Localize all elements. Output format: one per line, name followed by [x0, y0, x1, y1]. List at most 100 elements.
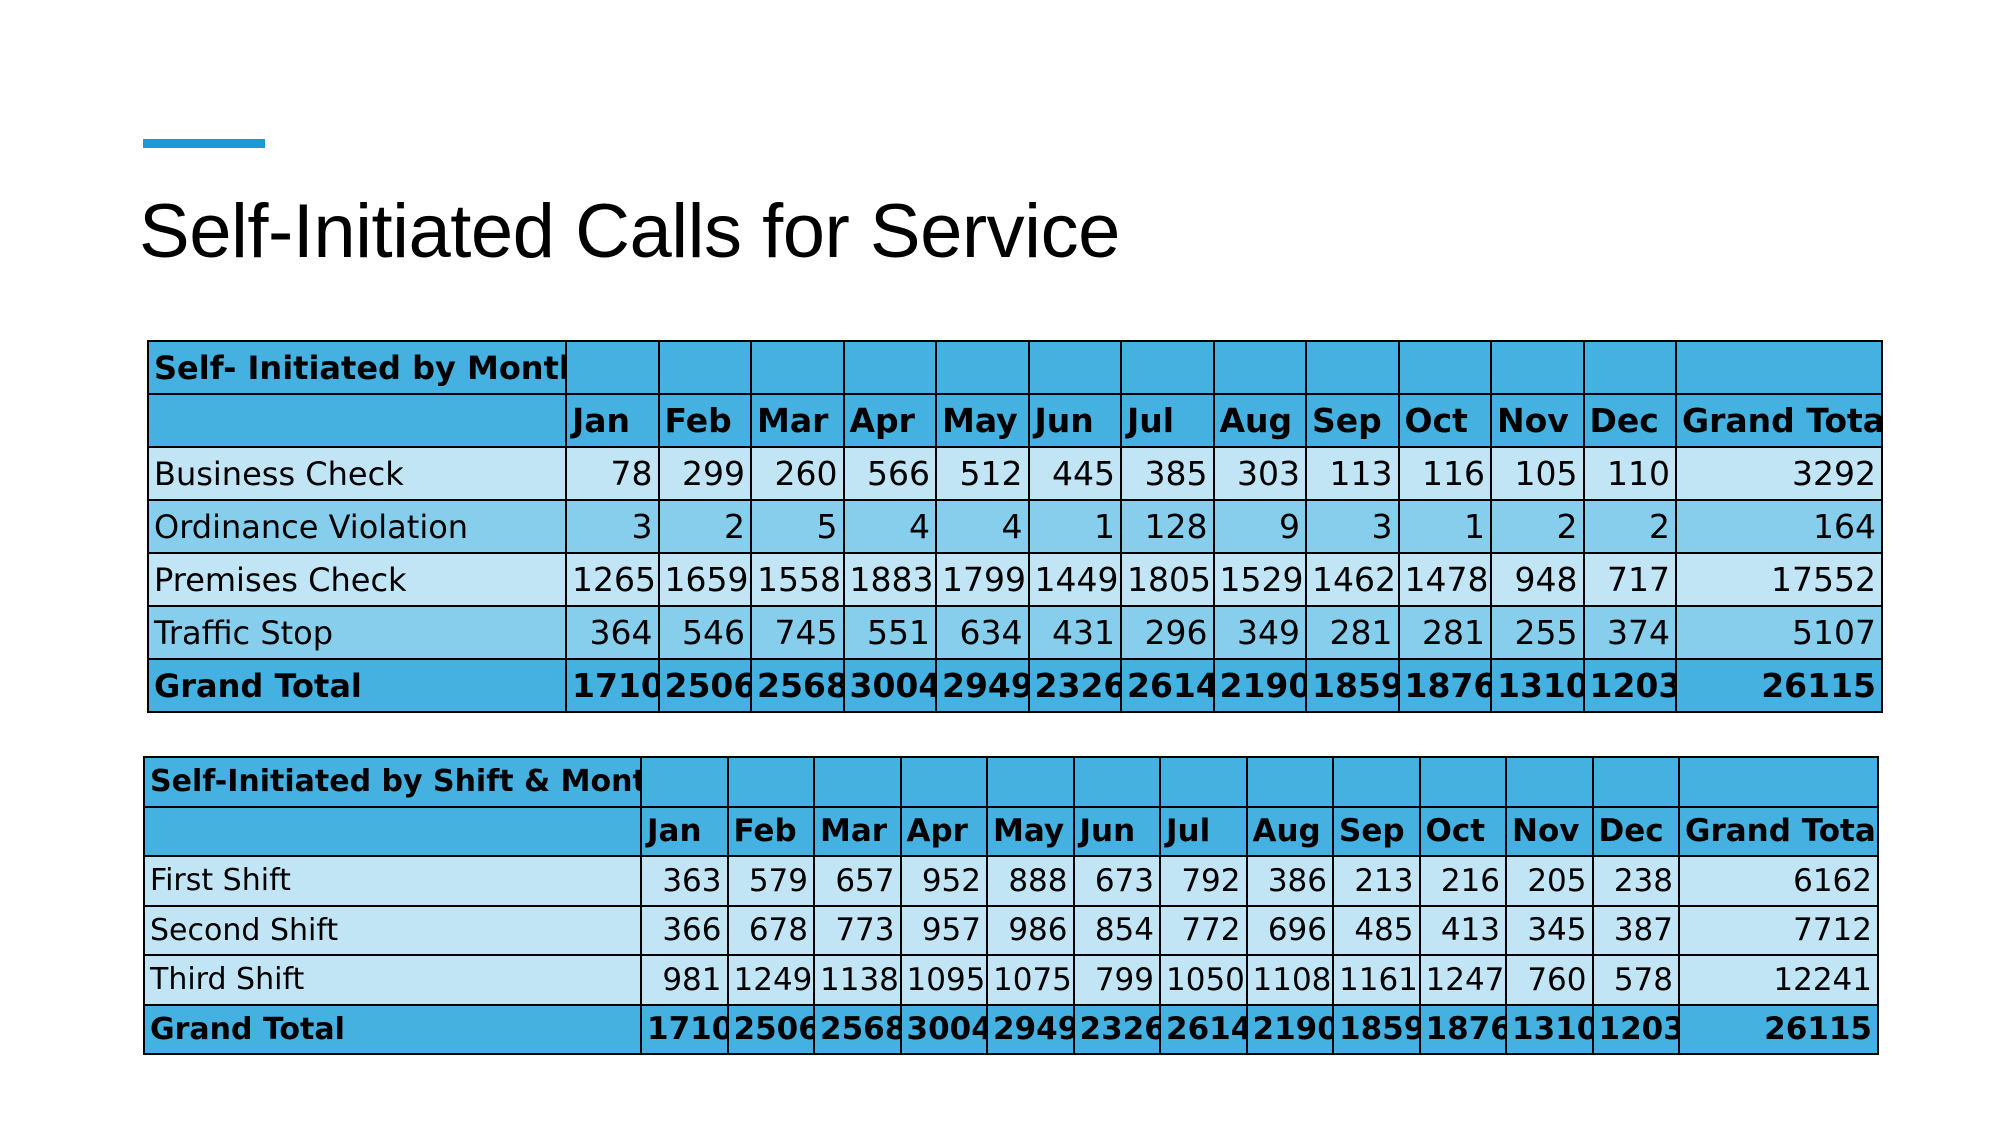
table-cell: 6162 [1678, 855, 1879, 907]
table-cell: 345 [1505, 904, 1594, 956]
table-cell: 1558 [750, 552, 845, 607]
table-cell: 296 [1120, 605, 1215, 660]
table-cell: 386 [1245, 855, 1334, 907]
total-cell: 2506 [657, 658, 752, 713]
total-cell: 2326 [1072, 1003, 1161, 1055]
table-cell: 792 [1159, 855, 1248, 907]
table-cell: 4 [842, 499, 937, 554]
table-cell: 105 [1490, 446, 1585, 501]
table-row: Premises Check 1265 1659 1558 1883 1799 … [147, 552, 1883, 607]
column-header: Grand Total [1675, 393, 1883, 448]
total-cell: 3004 [842, 658, 937, 713]
table-cell: 678 [726, 904, 815, 956]
table-cell: 349 [1212, 605, 1307, 660]
table-caption-row: Self- Initiated by Month [147, 340, 1883, 395]
table-cell: 1138 [813, 954, 902, 1006]
table-cell: 673 [1072, 855, 1161, 907]
row-label: Grand Total [147, 658, 567, 713]
total-cell: 26115 [1678, 1003, 1879, 1055]
total-cell: 1310 [1505, 1003, 1594, 1055]
column-header: May [986, 805, 1075, 857]
row-label: Third Shift [143, 954, 642, 1006]
table-cell: 854 [1072, 904, 1161, 956]
total-cell: 1859 [1332, 1003, 1421, 1055]
column-header: Grand Total [1678, 805, 1879, 857]
column-header: Jan [565, 393, 660, 448]
table-cell: 1095 [899, 954, 988, 1006]
table-row: Traffic Stop 364 546 745 551 634 431 296… [147, 605, 1883, 660]
table-cell: 579 [726, 855, 815, 907]
table-cell: 1805 [1120, 552, 1215, 607]
total-cell: 2190 [1212, 658, 1307, 713]
total-cell: 1310 [1490, 658, 1585, 713]
row-label: Second Shift [143, 904, 642, 956]
total-cell: 2614 [1120, 658, 1215, 713]
table-cell: 164 [1675, 499, 1883, 554]
table-row: Second Shift 366 678 773 957 986 854 772… [143, 904, 1879, 956]
table-cell: 981 [640, 954, 729, 1006]
table-cell: 364 [565, 605, 660, 660]
table-cell: 3292 [1675, 446, 1883, 501]
table-cell: 745 [750, 605, 845, 660]
column-header: Aug [1245, 805, 1334, 857]
table-caption-row: Self-Initiated by Shift & Month [143, 756, 1879, 808]
table-cell: 1050 [1159, 954, 1248, 1006]
column-header: Nov [1490, 393, 1585, 448]
total-cell: 1876 [1418, 1003, 1507, 1055]
column-header-row: Jan Feb Mar Apr May Jun Jul Aug Sep Oct … [147, 393, 1883, 448]
table-caption: Self-Initiated by Shift & Month [143, 756, 642, 808]
column-header: Oct [1397, 393, 1492, 448]
table-cell: 363 [640, 855, 729, 907]
row-label: First Shift [143, 855, 642, 907]
table-cell: 12241 [1678, 954, 1879, 1006]
column-header: Apr [842, 393, 937, 448]
column-header: Sep [1332, 805, 1421, 857]
total-cell: 2190 [1245, 1003, 1334, 1055]
table-cell: 1478 [1397, 552, 1492, 607]
column-header: Feb [726, 805, 815, 857]
grand-total-row: Grand Total 1710 2506 2568 3004 2949 232… [147, 658, 1883, 713]
total-cell: 1876 [1397, 658, 1492, 713]
table-cell: 1249 [726, 954, 815, 1006]
table-cell: 5107 [1675, 605, 1883, 660]
table-cell: 1075 [986, 954, 1075, 1006]
column-header: Jul [1120, 393, 1215, 448]
table-cell: 578 [1591, 954, 1680, 1006]
table-cell: 205 [1505, 855, 1594, 907]
slide-title: Self-Initiated Calls for Service [139, 189, 1120, 274]
total-cell: 2506 [726, 1003, 815, 1055]
table-cell: 551 [842, 605, 937, 660]
table-cell: 957 [899, 904, 988, 956]
table-cell: 512 [935, 446, 1030, 501]
table-cell: 260 [750, 446, 845, 501]
total-cell: 2949 [986, 1003, 1075, 1055]
table-caption: Self- Initiated by Month [147, 340, 567, 395]
total-cell: 2568 [813, 1003, 902, 1055]
table-cell: 952 [899, 855, 988, 907]
table-cell: 281 [1397, 605, 1492, 660]
table-cell: 1449 [1027, 552, 1122, 607]
table-cell: 116 [1397, 446, 1492, 501]
table-cell: 413 [1418, 904, 1507, 956]
row-label: Grand Total [143, 1003, 642, 1055]
table-cell: 303 [1212, 446, 1307, 501]
table-cell: 1108 [1245, 954, 1334, 1006]
column-header: Oct [1418, 805, 1507, 857]
table-cell: 128 [1120, 499, 1215, 554]
table-cell: 7712 [1678, 904, 1879, 956]
table-cell: 366 [640, 904, 729, 956]
table-cell: 3 [1305, 499, 1400, 554]
table-cell: 485 [1332, 904, 1421, 956]
table-cell: 281 [1305, 605, 1400, 660]
table-cell: 1883 [842, 552, 937, 607]
column-header: Jun [1072, 805, 1161, 857]
total-cell: 2949 [935, 658, 1030, 713]
table-cell: 948 [1490, 552, 1585, 607]
total-cell: 26115 [1675, 658, 1883, 713]
table-cell: 772 [1159, 904, 1248, 956]
table-cell: 2 [1490, 499, 1585, 554]
table-row: Third Shift 981 1249 1138 1095 1075 799 … [143, 954, 1879, 1006]
total-cell: 1859 [1305, 658, 1400, 713]
table-cell: 888 [986, 855, 1075, 907]
table-cell: 9 [1212, 499, 1307, 554]
